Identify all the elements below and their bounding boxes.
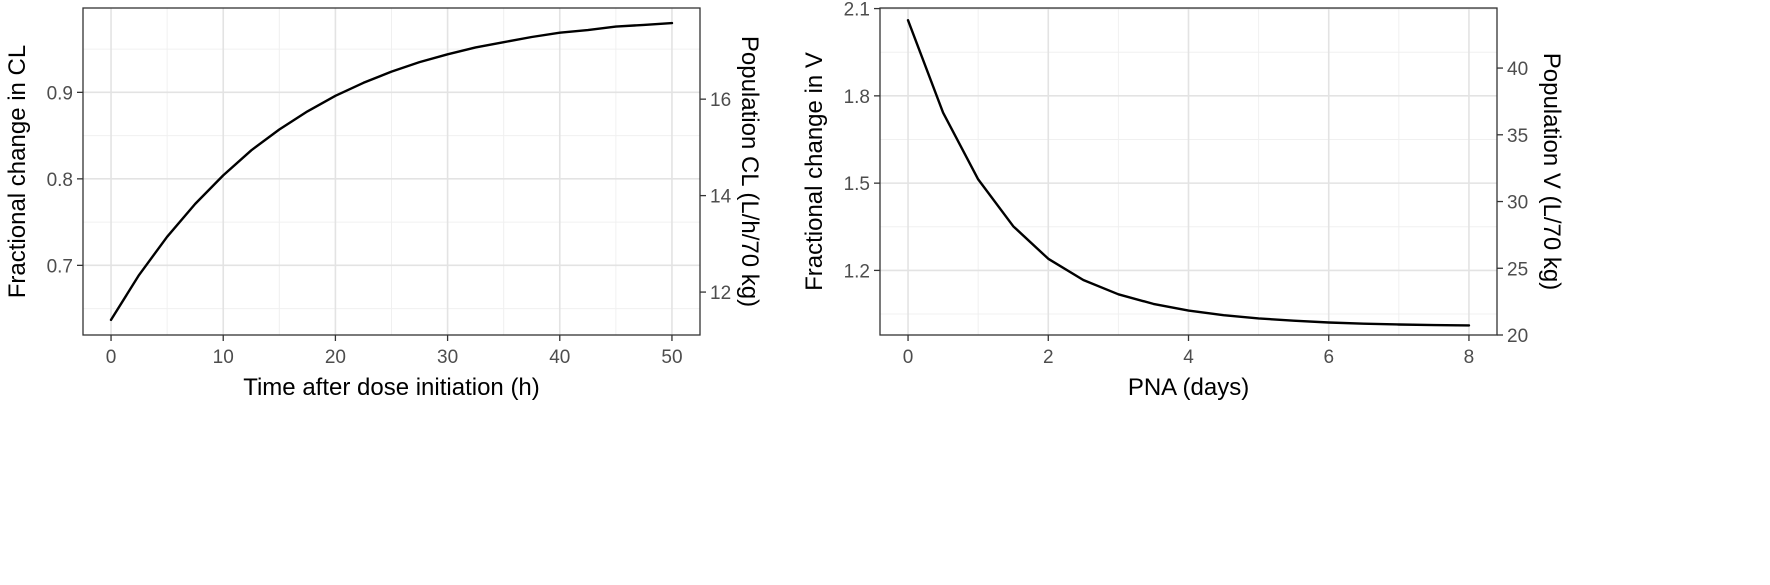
y-tick-label: 0.9 [47,83,73,104]
series-line [109,21,674,322]
y2-tick-label: 14 [710,187,732,208]
x-tick-label: 50 [661,347,682,368]
y-tick-label: 1.2 [844,261,870,282]
x-tick-label: 0 [903,347,914,368]
x-axis-title: Time after dose initiation (h) [243,374,540,401]
y2-tick-label: 35 [1507,126,1528,147]
x-tick-label: 20 [325,347,346,368]
x-tick-label: 6 [1323,347,1334,368]
y-tick-label: 2.1 [844,0,870,21]
series-line [906,19,1471,327]
y2-tick-label: 30 [1507,193,1528,214]
panel-v: 0 2 4 6 8 1.2 1.5 1.8 2.1 20 25 30 35 40 PNA (days) Fra… [801,0,1565,401]
y2-tick-label: 12 [710,283,731,304]
x-tick-label: 0 [106,347,117,368]
y2-axis-title: Population V (L/70 kg) [1538,53,1565,290]
x-tick-label: 4 [1183,347,1194,368]
y2-tick-label: 40 [1507,59,1528,80]
y2-tick-label: 16 [710,90,731,111]
y2-axis-title: Population CL (L/h/70 kg) [736,36,763,307]
plot-border [82,7,701,336]
y-axis-title: Fractional change in V [801,52,828,291]
x-tick-label: 40 [549,347,570,368]
x-tick-label: 8 [1464,347,1475,368]
x-tick-label: 30 [437,347,458,368]
y-tick-label: 1.8 [844,87,870,108]
y-axis-title: Fractional change in CL [4,45,31,298]
y-tick-label: 0.7 [47,256,73,277]
y2-tick-label: 20 [1507,326,1528,347]
x-tick-label: 10 [213,347,234,368]
y-tick-label: 0.8 [47,170,73,191]
panel-cl: 0 10 20 30 40 50 0.7 0.8 0.9 12 14 16 Time after dos… [4,7,763,401]
y-tick-label: 1.5 [844,174,870,195]
y2-tick-label: 25 [1507,259,1528,280]
x-tick-label: 2 [1043,347,1054,368]
x-axis-title: PNA (days) [1128,374,1249,401]
